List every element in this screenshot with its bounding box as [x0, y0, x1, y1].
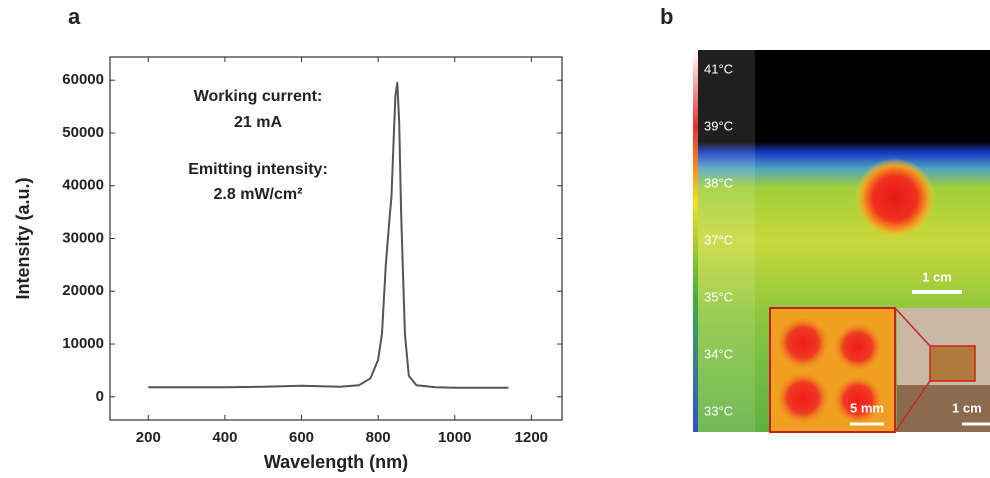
inset-spot — [834, 376, 882, 424]
scale-bar-label: 1 cm — [922, 269, 952, 284]
annotation: 21 mA — [234, 114, 282, 131]
panel-label: a — [68, 4, 81, 29]
x-tick-label: 800 — [366, 429, 391, 446]
connector — [894, 307, 931, 347]
y-tick-label: 10000 — [62, 335, 104, 352]
y-tick-label: 50000 — [62, 124, 104, 141]
inset-spot — [834, 323, 882, 371]
panel-label: b — [660, 4, 673, 29]
y-tick-label: 0 — [96, 388, 104, 405]
colorbar-label: 37°C — [704, 232, 733, 247]
colorbar-column — [693, 50, 755, 432]
inset-spot — [777, 317, 829, 369]
thermal-image: 1 cm 5 mm 1 cm 41°C 39°C 38°C 37°C 35°C 34°C 3… — [693, 50, 990, 433]
colorbar — [693, 50, 698, 432]
colorbar-label: 39°C — [704, 118, 733, 133]
scale-bar-label: 5 mm — [850, 400, 884, 415]
colorbar-labels: 41°C 39°C 38°C 37°C 35°C 34°C 33°C — [704, 61, 733, 418]
y-tick-label: 30000 — [62, 229, 104, 246]
colorbar-label: 33°C — [704, 403, 733, 418]
colorbar-label: 38°C — [704, 175, 733, 190]
y-tick-label: 20000 — [62, 282, 104, 299]
plot-frame — [109, 56, 563, 421]
colorbar-label: 35°C — [704, 289, 733, 304]
x-axis-label: Wavelength (nm) — [264, 452, 408, 472]
line — [148, 81, 509, 389]
y-tick-label: 60000 — [62, 71, 104, 88]
colorbar-label: 41°C — [704, 61, 733, 76]
x-tick-label: 400 — [212, 429, 237, 446]
annotation: 2.8 mW/cm² — [214, 186, 303, 203]
annotation: Emitting intensity: — [188, 161, 328, 178]
colorbar-label: 34°C — [704, 346, 733, 361]
connector — [894, 380, 931, 433]
y-tick-label: 40000 — [62, 177, 104, 194]
x-tick-label: 200 — [136, 429, 161, 446]
annotation: Working current: — [194, 88, 323, 105]
y-axis-label: Intensity (a.u.) — [13, 177, 33, 299]
x-tick-label: 1200 — [515, 429, 548, 446]
scale-bar-label: 1 cm — [952, 400, 982, 415]
hot-spot — [855, 158, 935, 238]
device — [929, 345, 976, 382]
x-tick-label: 600 — [289, 429, 314, 446]
x-tick-label: 1000 — [438, 429, 471, 446]
inset-spot — [777, 372, 829, 424]
